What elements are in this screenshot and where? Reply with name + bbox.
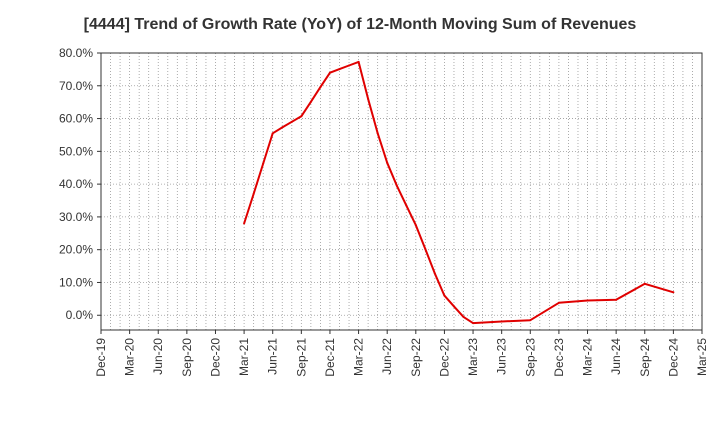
data-point <box>386 161 389 164</box>
y-tick-label: 30.0% <box>59 210 93 224</box>
data-point <box>586 299 589 302</box>
y-tick-label: 10.0% <box>59 275 93 289</box>
x-tick-label: Sep-20 <box>180 338 194 377</box>
x-tick-label: Dec-19 <box>94 338 108 377</box>
data-point <box>271 132 274 135</box>
x-tick-label: Sep-23 <box>523 338 537 377</box>
data-point <box>405 204 408 207</box>
y-tick-label: 0.0% <box>66 308 94 322</box>
data-point <box>529 319 532 322</box>
x-tick-label: Mar-25 <box>695 338 709 376</box>
data-point <box>395 184 398 187</box>
data-point <box>367 97 370 100</box>
data-point <box>262 162 265 165</box>
plot-border <box>100 52 703 331</box>
y-tick-label: 60.0% <box>59 112 93 126</box>
chart-title: [4444] Trend of Growth Rate (YoY) of 12-… <box>83 16 637 33</box>
x-tick-label: Jun-22 <box>380 338 394 375</box>
data-point <box>672 291 675 294</box>
x-tick-label: Jun-21 <box>266 338 280 375</box>
data-point <box>424 248 427 251</box>
data-point <box>376 132 379 135</box>
data-point <box>319 86 322 89</box>
data-point <box>500 320 503 323</box>
plot-area <box>101 53 702 330</box>
x-tick-label: Mar-20 <box>123 338 137 376</box>
data-point <box>414 224 417 227</box>
data-point <box>252 192 255 195</box>
x-tick-label: Dec-21 <box>323 338 337 377</box>
x-tick-label: Dec-22 <box>437 338 451 377</box>
y-tick-label: 40.0% <box>59 177 93 191</box>
data-point <box>348 64 351 67</box>
data-point <box>300 115 303 118</box>
data-point <box>452 305 455 308</box>
data-point <box>328 71 331 74</box>
x-tick-label: Dec-24 <box>666 338 680 377</box>
x-tick-label: Mar-21 <box>237 338 251 376</box>
x-tick-label: Sep-21 <box>294 338 308 377</box>
x-tick-label: Mar-24 <box>581 338 595 376</box>
data-point <box>615 298 618 301</box>
x-tick-label: Mar-22 <box>352 338 366 376</box>
data-point <box>281 126 284 129</box>
x-tick-label: Jun-20 <box>151 338 165 375</box>
data-point <box>643 282 646 285</box>
data-point <box>433 272 436 275</box>
x-tick-label: Dec-23 <box>552 338 566 377</box>
x-tick-label: Sep-22 <box>409 338 423 377</box>
x-tick-label: Jun-24 <box>609 338 623 375</box>
y-tick-label: 20.0% <box>59 243 93 257</box>
data-point <box>472 322 475 325</box>
data-point <box>557 301 560 304</box>
data-point <box>462 315 465 318</box>
x-tick-label: Dec-20 <box>208 338 222 377</box>
x-tick-label: Mar-23 <box>466 338 480 376</box>
y-tick-label: 80.0% <box>59 46 93 60</box>
data-point <box>338 68 341 71</box>
series-line <box>243 60 674 325</box>
data-point <box>309 100 312 103</box>
data-point <box>357 60 360 63</box>
y-tick-label: 50.0% <box>59 144 93 158</box>
data-point <box>243 222 246 225</box>
data-point <box>290 120 293 123</box>
x-tick-label: Sep-24 <box>638 338 652 377</box>
x-tick-label: Jun-23 <box>495 338 509 375</box>
y-tick-label: 70.0% <box>59 79 93 93</box>
data-point <box>443 294 446 297</box>
